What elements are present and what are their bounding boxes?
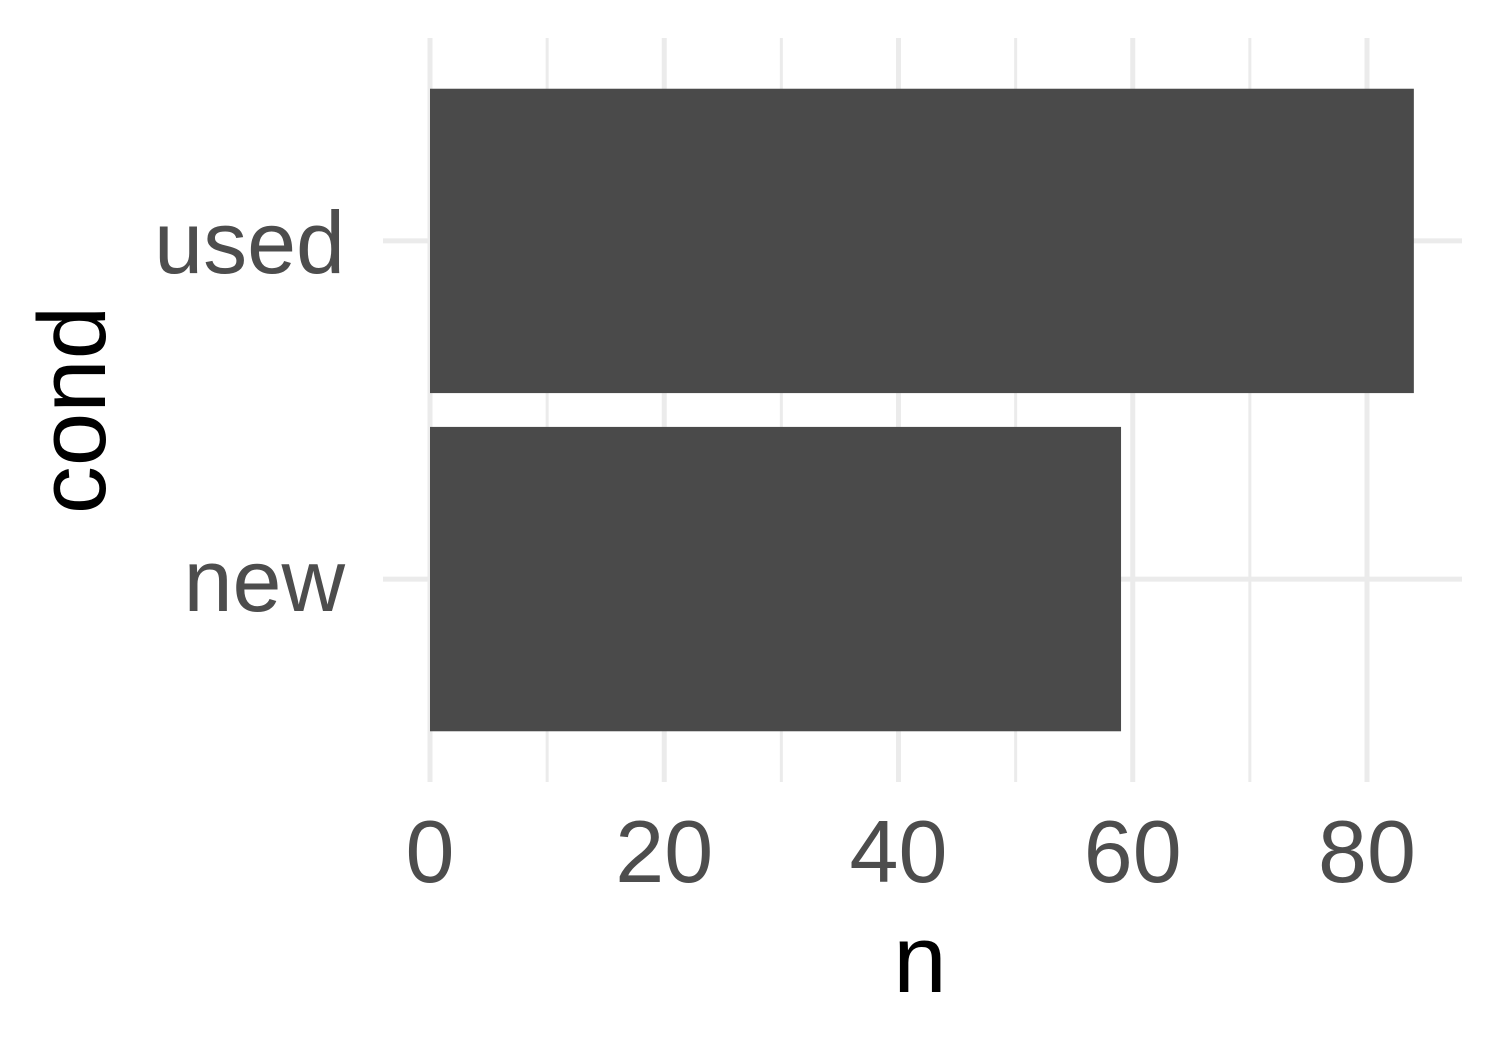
y-axis-title: cond: [19, 306, 126, 514]
x-tick-label-40: 40: [850, 802, 948, 901]
y-tick-label-used: used: [154, 193, 345, 292]
x-tick-label-60: 60: [1084, 802, 1182, 901]
x-tick-label-80: 80: [1318, 802, 1416, 901]
bars: [430, 88, 1414, 732]
x-tick-label-0: 0: [406, 802, 455, 901]
x-tick-labels: 0 20 40 60 80: [406, 802, 1416, 901]
x-axis-title: n: [893, 906, 946, 1013]
x-tick-label-20: 20: [615, 802, 713, 901]
y-tick-label-new: new: [184, 531, 346, 630]
y-tick-labels: new used: [154, 193, 345, 630]
bar-new: [430, 426, 1122, 732]
bar-used: [430, 88, 1414, 394]
